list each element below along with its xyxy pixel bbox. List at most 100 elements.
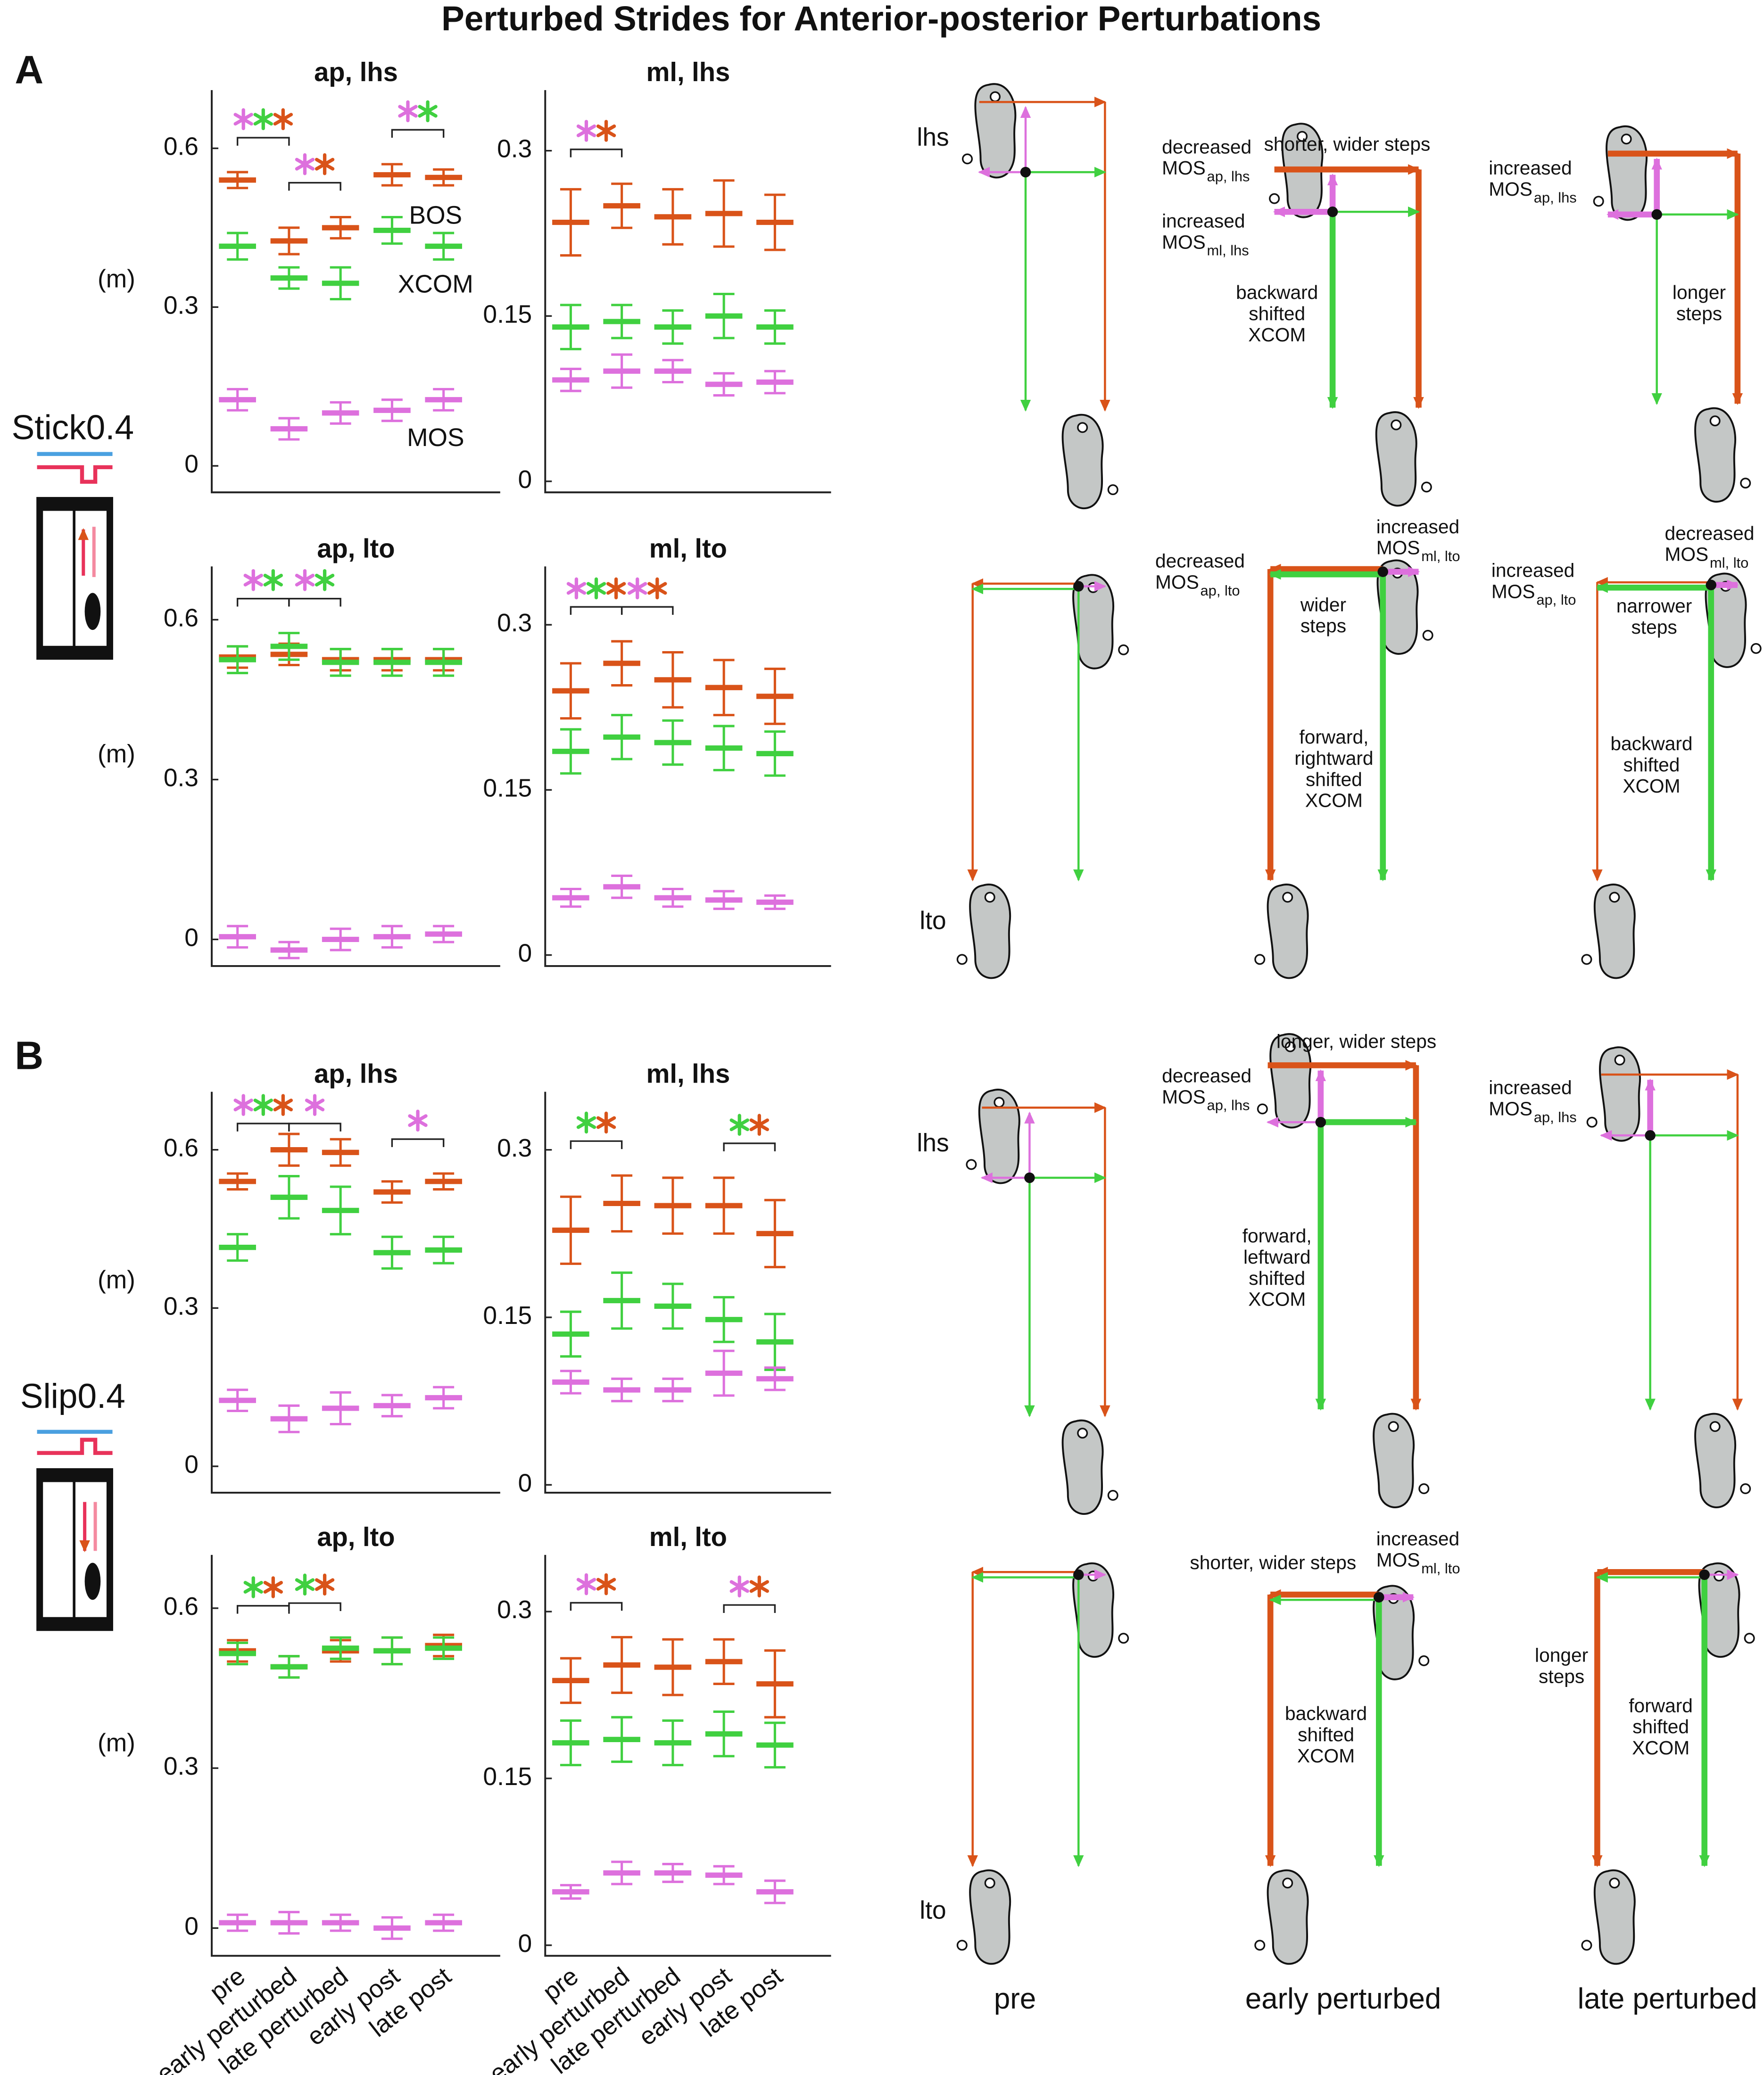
diagram-annotation: forward, bbox=[1242, 1225, 1312, 1247]
significance-bracket bbox=[391, 1138, 445, 1147]
foot-toe bbox=[1621, 133, 1632, 145]
foot-toe bbox=[1709, 1421, 1721, 1432]
foot-toe bbox=[994, 1097, 1005, 1108]
y-axis-label: (m) bbox=[98, 265, 135, 293]
diagram-annotation-sub: ap, lhs bbox=[1207, 1097, 1250, 1114]
significance-bracket bbox=[236, 1123, 290, 1132]
diagram-annotation: steps bbox=[1676, 303, 1722, 324]
foot-toe bbox=[1609, 1877, 1620, 1889]
foot-marker bbox=[956, 954, 968, 965]
diagram-annotation: increased bbox=[1489, 157, 1572, 179]
diagram-annotation: narrower bbox=[1616, 595, 1692, 617]
event-label: lhs bbox=[917, 124, 949, 151]
y-tick-label: 0.3 bbox=[164, 1292, 199, 1320]
event-label: lto bbox=[919, 1897, 946, 1925]
significance-star bbox=[408, 1109, 428, 1132]
diagram-annotation: forward bbox=[1629, 1695, 1693, 1716]
significance-bracket bbox=[570, 1140, 623, 1149]
com-point bbox=[1706, 579, 1716, 590]
foot-marker bbox=[1418, 1483, 1430, 1495]
y-tick-label: 0.6 bbox=[164, 1593, 199, 1620]
foot bbox=[1593, 1869, 1636, 1965]
diagram-annotation: forward, bbox=[1299, 726, 1368, 748]
diagram-annotation: shifted bbox=[1249, 303, 1305, 324]
significance-star bbox=[243, 569, 263, 591]
foot-marker bbox=[1118, 644, 1129, 655]
figure-title: Perturbed Strides for Anterior-posterior… bbox=[441, 0, 1321, 38]
axis bbox=[544, 1091, 831, 1494]
significance-star bbox=[315, 153, 335, 175]
foot-marker bbox=[1254, 1940, 1266, 1951]
significance-bracket bbox=[723, 1142, 776, 1151]
diagram-annotation: longer, wider steps bbox=[1276, 1030, 1436, 1052]
diagram-annotation-sub: ml, lto bbox=[1710, 554, 1748, 571]
chart-title: ap, lhs bbox=[314, 57, 398, 87]
chart-title: ap, lto bbox=[317, 534, 395, 563]
diagram-annotation: longer bbox=[1673, 281, 1726, 303]
foot-toe bbox=[1614, 1054, 1625, 1066]
foot-marker bbox=[1418, 1655, 1430, 1666]
significance-bracket bbox=[621, 606, 674, 615]
diagram-annotation: shifted bbox=[1632, 1716, 1689, 1737]
foot bbox=[1072, 574, 1115, 670]
foot-marker bbox=[1740, 478, 1751, 489]
chart-title: ml, lhs bbox=[646, 57, 730, 87]
com-point bbox=[1327, 207, 1338, 217]
foot-marker bbox=[1744, 1633, 1755, 1644]
significance-star bbox=[628, 577, 647, 600]
diagram-annotation: increased bbox=[1376, 1528, 1459, 1550]
diagram-annotation: MOS bbox=[1491, 580, 1535, 602]
diagram-annotation: rightward bbox=[1294, 747, 1373, 769]
y-tick-label: 0.3 bbox=[497, 1596, 532, 1624]
significance-star bbox=[233, 108, 253, 131]
y-tick-label: 0.6 bbox=[164, 1134, 199, 1162]
diagram-annotation: decreased bbox=[1162, 136, 1251, 157]
diagram-annotation: increased bbox=[1489, 1077, 1572, 1099]
y-tick-label: 0 bbox=[184, 1451, 199, 1479]
diagram-annotation: MOS bbox=[1155, 571, 1199, 593]
foot-marker bbox=[956, 1940, 968, 1951]
diagram-annotation-sub: ap, lhs bbox=[1534, 189, 1577, 206]
diagram-annotation: leftward bbox=[1243, 1246, 1310, 1268]
foot-toe bbox=[1087, 582, 1099, 593]
diagram-annotation: shorter, wider steps bbox=[1190, 1552, 1356, 1573]
significance-star bbox=[263, 569, 283, 591]
foot bbox=[1593, 884, 1636, 979]
foot bbox=[1072, 1562, 1115, 1658]
significance-star bbox=[596, 120, 616, 142]
foot-marker bbox=[1581, 1940, 1592, 1951]
axis bbox=[211, 1554, 500, 1957]
diagram-annotation: MOS bbox=[1162, 157, 1206, 179]
diagram-annotation: steps bbox=[1300, 615, 1346, 637]
diagram-annotation: MOS bbox=[1162, 231, 1206, 253]
foot-toe bbox=[1087, 1571, 1099, 1582]
axis bbox=[211, 566, 500, 967]
foot bbox=[1698, 1562, 1740, 1658]
diagram-annotation-sub: ap, lto bbox=[1201, 582, 1240, 599]
significance-star bbox=[253, 108, 273, 131]
y-tick-label: 0.15 bbox=[483, 300, 532, 328]
chart-title: ap, lhs bbox=[314, 1059, 398, 1089]
com-point bbox=[1377, 566, 1388, 577]
significance-star bbox=[596, 1111, 616, 1134]
foot-toe bbox=[1297, 131, 1308, 142]
foot bbox=[1269, 1033, 1312, 1129]
significance-star bbox=[596, 1573, 616, 1596]
foot-toe bbox=[1391, 419, 1402, 430]
foot-toe bbox=[1077, 1428, 1088, 1439]
foot bbox=[974, 83, 1017, 179]
diagram-annotation: increased bbox=[1376, 516, 1459, 537]
y-tick-label: 0.3 bbox=[497, 609, 532, 637]
foot bbox=[969, 1869, 1011, 1965]
foot bbox=[969, 884, 1011, 979]
significance-star bbox=[273, 1094, 293, 1116]
significance-star bbox=[576, 120, 596, 142]
foot-marker bbox=[1118, 1633, 1129, 1644]
diagram-annotation: longer bbox=[1535, 1645, 1588, 1666]
diagram-annotation: shifted bbox=[1306, 769, 1362, 790]
foot bbox=[1373, 1413, 1415, 1508]
foot bbox=[1061, 1419, 1104, 1515]
diagram-annotation: backward bbox=[1610, 733, 1692, 754]
foot-toe bbox=[984, 892, 995, 903]
